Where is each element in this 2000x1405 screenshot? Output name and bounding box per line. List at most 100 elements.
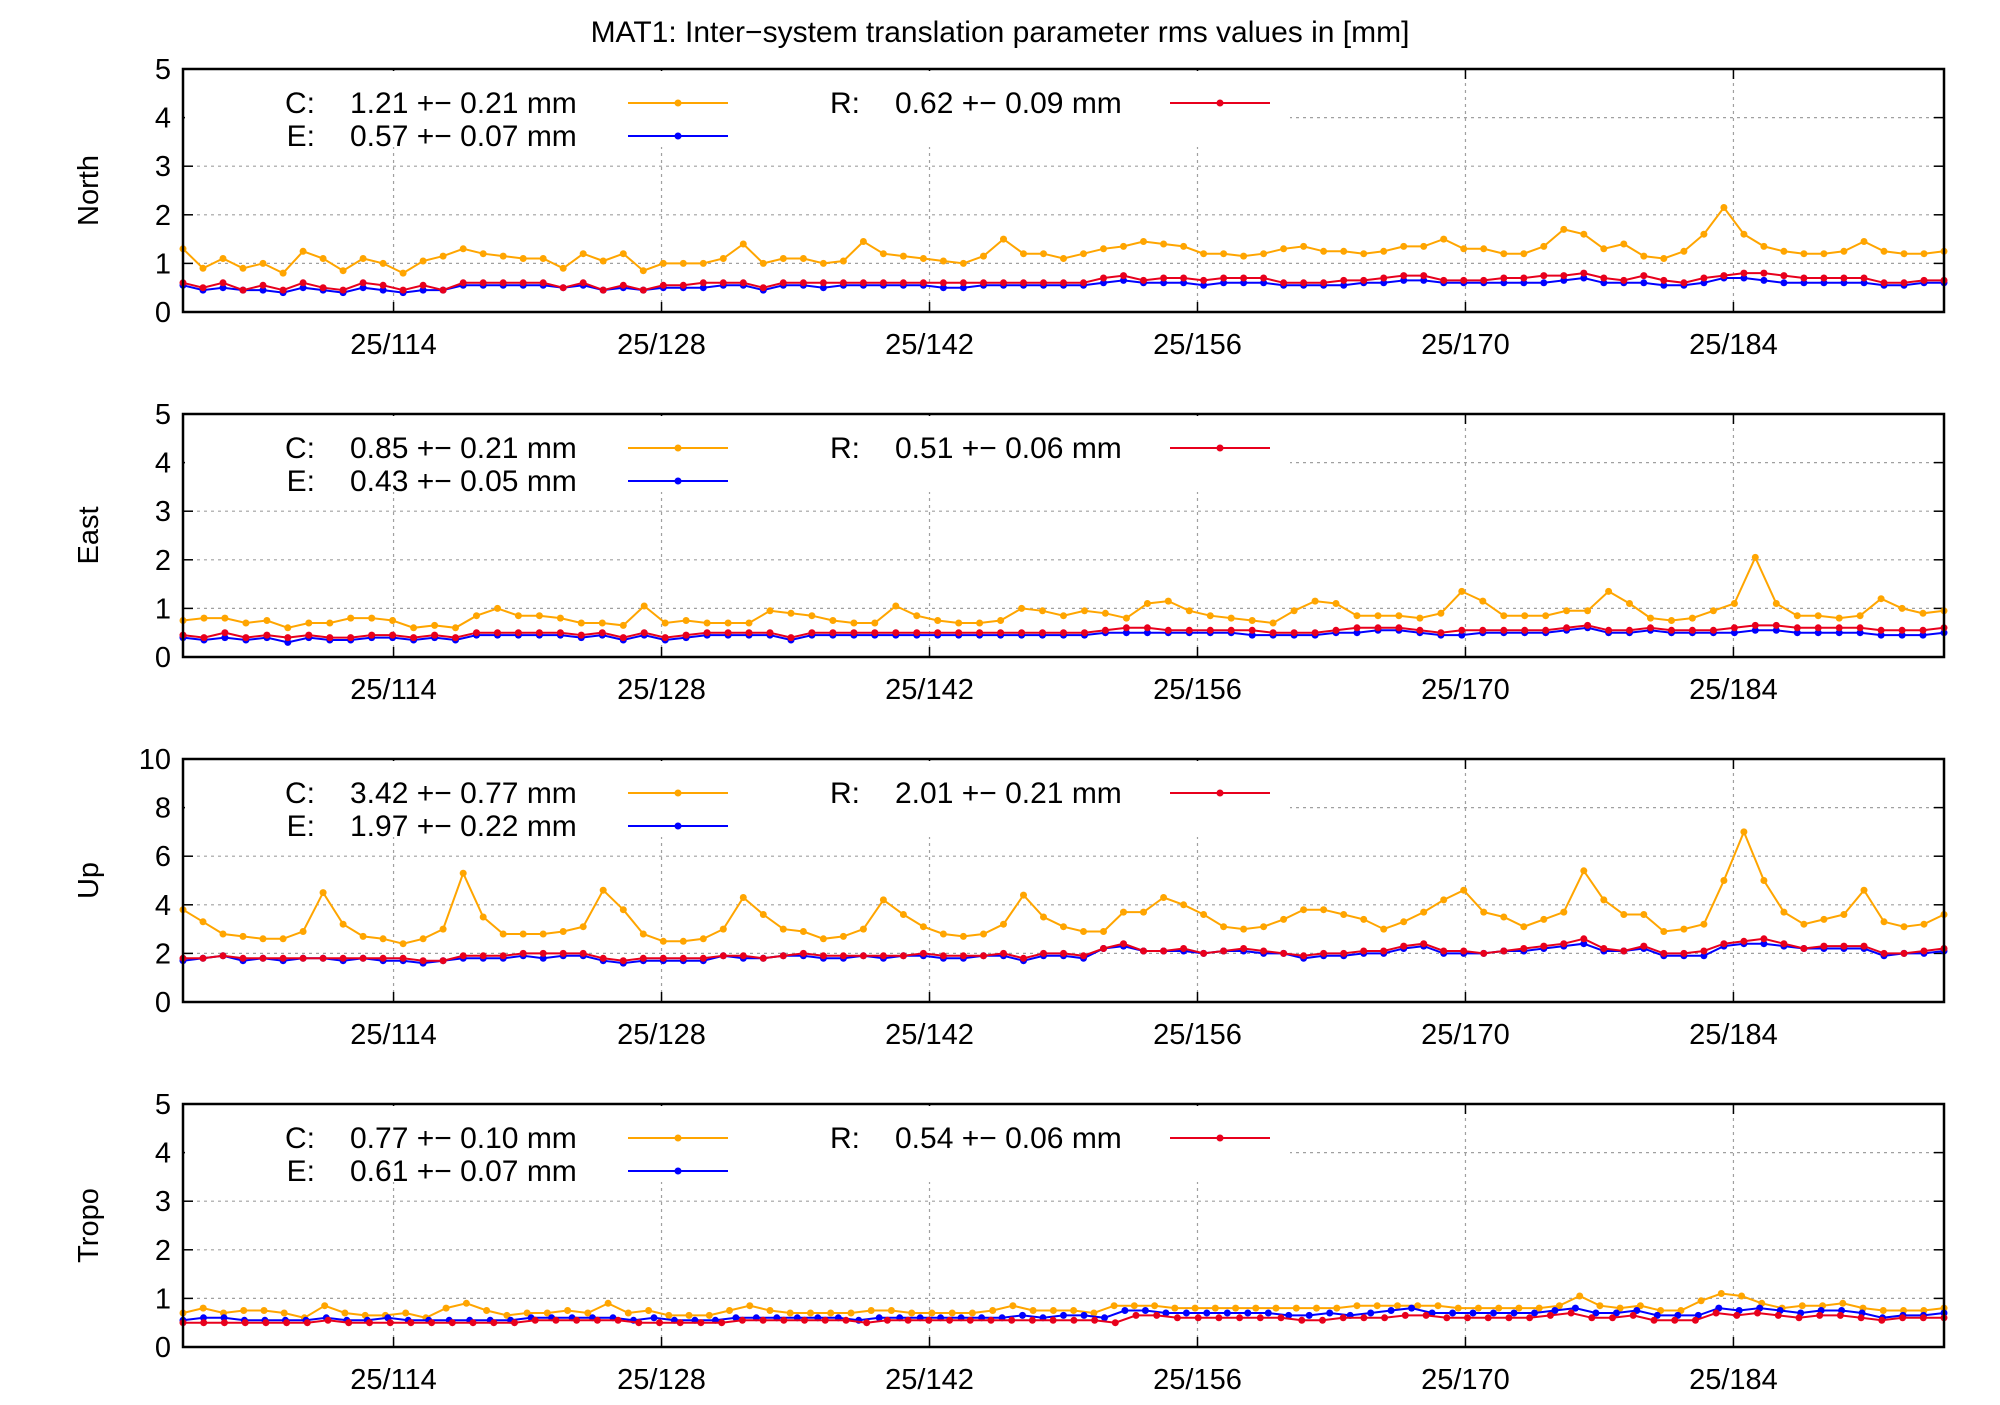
legend-key-C: C:: [285, 87, 315, 120]
data-point-R: [759, 284, 767, 292]
data-point-C: [1520, 250, 1528, 258]
data-point-C: [1018, 604, 1026, 612]
data-point-E: [1540, 279, 1548, 287]
data-point-R: [976, 629, 984, 637]
data-point-C: [1269, 619, 1277, 627]
data-point-R: [519, 949, 527, 957]
data-point-R: [1629, 1311, 1637, 1319]
data-point-C: [1540, 242, 1548, 250]
data-point-E: [1182, 1309, 1190, 1317]
data-point-E: [1200, 281, 1208, 289]
data-point-C: [1880, 918, 1888, 926]
x-tick-label: 25/156: [1153, 1019, 1242, 1051]
y-tick-label: 5: [155, 1089, 171, 1121]
data-point-C: [1000, 920, 1007, 928]
data-point-R: [579, 949, 587, 957]
y-tick-label: 1: [155, 593, 171, 625]
legend-key-C: C:: [285, 1122, 315, 1155]
data-point-R: [859, 279, 867, 287]
panel-tropo: 0 1 2 3 4 5 25/114 25/128 25/142 25/156 25/170 25/1…: [73, 1089, 1948, 1396]
data-point-E: [1220, 279, 1228, 287]
x-tick-label: 25/128: [617, 1364, 706, 1396]
x-tick-label: 25/142: [885, 1019, 974, 1051]
x-tick-label: 25/128: [617, 1019, 706, 1051]
data-point-C: [1311, 597, 1319, 605]
data-point-R: [959, 952, 967, 960]
data-point-E: [379, 286, 387, 294]
data-point-R: [1381, 1314, 1389, 1322]
data-point-R: [1185, 626, 1193, 634]
data-point-R: [1720, 940, 1728, 948]
data-point-E: [1380, 279, 1388, 287]
data-point-R: [1660, 276, 1668, 284]
data-point-R: [283, 1319, 291, 1327]
data-point-C: [1081, 607, 1088, 615]
data-point-R: [514, 629, 522, 637]
data-point-C: [1211, 1304, 1219, 1312]
data-point-R: [299, 954, 307, 962]
data-point-R: [679, 954, 687, 962]
data-point-E: [1760, 940, 1768, 948]
data-point-R: [759, 1316, 767, 1324]
data-point-C: [786, 1309, 794, 1317]
data-point-R: [389, 631, 397, 639]
data-point-R: [1857, 1314, 1865, 1322]
data-point-R: [1164, 626, 1172, 634]
data-point-C: [1620, 240, 1628, 248]
legend-key-C: C:: [285, 777, 315, 810]
data-point-R: [1878, 1316, 1886, 1324]
data-point-C: [1191, 1304, 1199, 1312]
x-tick-label: 25/170: [1421, 1019, 1510, 1051]
y-axis-label: Up: [73, 862, 105, 899]
data-point-R: [1400, 942, 1408, 950]
data-point-R: [946, 1316, 954, 1324]
data-point-C: [1100, 928, 1107, 935]
data-point-R: [1760, 935, 1768, 943]
data-point-R: [1206, 626, 1214, 634]
x-tick-label: 25/142: [885, 1364, 974, 1396]
data-point-R: [679, 281, 687, 289]
legend-key-R: R:: [830, 1122, 860, 1155]
legend-marker-E: [674, 477, 682, 485]
data-point-C: [379, 259, 387, 267]
data-point-C: [1394, 1302, 1401, 1310]
data-point-C: [260, 1307, 268, 1314]
data-point-R: [1500, 274, 1508, 282]
data-point-C: [543, 1309, 551, 1317]
data-point-R: [682, 631, 690, 639]
data-point-R: [1360, 947, 1368, 955]
y-tick-label: 2: [155, 545, 171, 577]
data-point-R: [1700, 274, 1708, 282]
data-point-C: [1040, 250, 1047, 258]
data-point-R: [1081, 629, 1088, 637]
y-tick-label: 1: [155, 248, 171, 280]
data-point-E: [1260, 279, 1268, 287]
data-point-E: [1408, 1304, 1416, 1312]
data-point-R: [1437, 629, 1445, 637]
data-point-R: [1856, 624, 1864, 632]
data-point-C: [829, 617, 837, 624]
data-point-C: [1584, 607, 1592, 615]
data-point-C: [1248, 617, 1256, 624]
data-point-R: [892, 629, 900, 637]
data-point-E: [1551, 1307, 1559, 1314]
data-point-R: [899, 279, 907, 287]
data-point-C: [479, 250, 487, 258]
data-point-E: [1730, 629, 1738, 637]
data-point-R: [220, 1319, 228, 1327]
data-point-R: [359, 279, 367, 287]
data-point-R: [759, 954, 767, 962]
data-point-C: [1560, 225, 1568, 233]
y-axis-label: Tropo: [73, 1188, 105, 1263]
data-point-R: [262, 1319, 270, 1327]
y-tick-label: 3: [155, 1186, 171, 1218]
data-point-R: [1751, 621, 1759, 629]
data-point-C: [1180, 242, 1188, 250]
data-point-C: [699, 259, 707, 267]
data-point-C: [659, 259, 667, 267]
data-point-R: [419, 957, 427, 965]
data-point-R: [1260, 274, 1268, 282]
data-point-C: [319, 889, 327, 897]
data-point-C: [1180, 901, 1188, 909]
